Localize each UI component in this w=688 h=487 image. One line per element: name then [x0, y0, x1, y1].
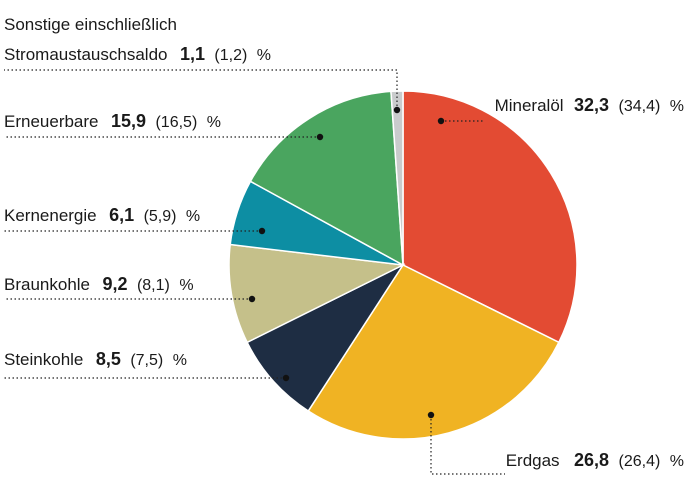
- label-sonstige-unit: %: [257, 47, 271, 64]
- label-kernenergie-value: 6,1: [109, 205, 134, 225]
- label-steinkohle-value: 8,5: [96, 349, 121, 369]
- label-sonstige-prev: (1,2): [214, 47, 247, 64]
- label-sonstige-name: Sonstige einschließlich: [4, 15, 177, 34]
- label-braunkohle-value: 9,2: [102, 274, 127, 294]
- label-erneuerbare-prev: (16,5): [155, 114, 197, 131]
- leader-dot-erdgas: [427, 411, 435, 419]
- label-braunkohle-unit: %: [179, 277, 193, 294]
- label-steinkohle-unit: %: [173, 352, 187, 369]
- label-erdgas-unit: %: [670, 453, 684, 470]
- label-erdgas-name: Erdgas: [506, 451, 560, 470]
- label-mineraloel-value: 32,3: [574, 95, 609, 115]
- label-kernenergie: Kernenergie 6,1 (5,9) %: [4, 205, 200, 225]
- label-steinkohle: Steinkohle 8,5 (7,5) %: [4, 349, 187, 369]
- leader-dot-mineraloel: [437, 117, 445, 125]
- leader-line-erdgas: [430, 415, 505, 475]
- label-steinkohle-name: Steinkohle: [4, 350, 83, 369]
- label-kernenergie-unit: %: [186, 208, 200, 225]
- pie-slices: [228, 90, 578, 440]
- label-erneuerbare-unit: %: [207, 114, 221, 131]
- leader-dot-steinkohle: [282, 374, 290, 382]
- pie-slice-erneuerbare: [249, 90, 404, 267]
- label-erneuerbare: Erneuerbare 15,9 (16,5) %: [4, 111, 221, 131]
- label-erneuerbare-name: Erneuerbare: [4, 112, 99, 131]
- label-erdgas-value: 26,8: [574, 450, 609, 470]
- pie-slice-steinkohle: [246, 263, 406, 413]
- pie-slice-braunkohle: [228, 243, 406, 344]
- label-steinkohle-prev: (7,5): [130, 352, 163, 369]
- label-mineraloel: Mineralöl 32,3 (34,4) %: [495, 95, 684, 115]
- label-sonstige-line1: Sonstige einschließlich: [4, 15, 177, 34]
- pie-slice-erdgas: [307, 264, 560, 440]
- label-erdgas-prev: (26,4): [619, 453, 661, 470]
- label-mineraloel-prev: (34,4): [619, 98, 661, 115]
- label-kernenergie-name: Kernenergie: [4, 206, 97, 225]
- pie-slice-sonstige: [390, 90, 404, 266]
- label-braunkohle: Braunkohle 9,2 (8,1) %: [4, 274, 194, 294]
- leader-dot-erneuerbare: [316, 133, 324, 141]
- label-mineraloel-unit: %: [670, 98, 684, 115]
- label-mineraloel-name: Mineralöl: [495, 96, 564, 115]
- label-erdgas: Erdgas 26,8 (26,4) %: [506, 450, 684, 470]
- leader-dot-kernenergie: [258, 227, 266, 235]
- label-sonstige-value: 1,1: [180, 44, 205, 64]
- leader-line-sonstige: [4, 69, 398, 110]
- label-kernenergie-prev: (5,9): [144, 208, 177, 225]
- pie-slice-mineraloel: [402, 90, 578, 344]
- leader-lines: [4, 69, 505, 475]
- leader-dot-braunkohle: [248, 295, 256, 303]
- label-sonstige-line2: Stromaustauschsaldo 1,1 (1,2) %: [4, 44, 271, 64]
- label-sonstige-name-2: Stromaustauschsaldo: [4, 45, 167, 64]
- label-braunkohle-name: Braunkohle: [4, 275, 90, 294]
- label-erneuerbare-value: 15,9: [111, 111, 146, 131]
- label-braunkohle-prev: (8,1): [137, 277, 170, 294]
- leader-dot-sonstige: [393, 106, 401, 114]
